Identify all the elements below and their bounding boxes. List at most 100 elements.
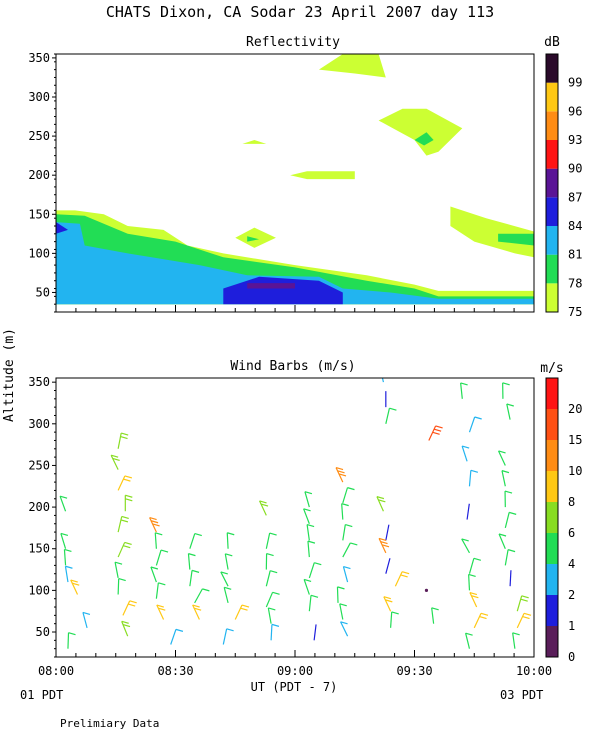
wind-barb <box>335 467 347 483</box>
footer-note: Prelimiary Data <box>60 717 159 730</box>
x-axis-label: UT (PDT - 7) <box>251 680 338 694</box>
wind-x-axis: 08:00 08:30 09:00 09:30 10:00 <box>38 650 552 678</box>
wind-plot-frame <box>55 377 535 658</box>
wind-colorbar-swatch <box>546 378 558 409</box>
wind-barb <box>308 562 322 579</box>
wind-barb <box>428 425 443 441</box>
wind-x-tick-label: 08:30 <box>157 664 193 678</box>
reflectivity-title: Reflectivity <box>246 35 340 50</box>
wind-colorbar-label: 2 <box>568 588 575 602</box>
wind-barb <box>187 553 196 570</box>
wind-barb <box>122 600 137 616</box>
wind-barb <box>189 532 202 549</box>
reflectivity-colorbar-label: 75 <box>568 305 582 319</box>
wind-barb <box>117 541 132 558</box>
reflectivity-colorbar-swatch <box>546 168 558 198</box>
reflectivity-region-3 <box>56 222 68 234</box>
wind-barb <box>114 561 123 578</box>
wind-barb <box>149 516 160 533</box>
wind-barb <box>303 578 312 595</box>
wind-barb <box>465 632 473 649</box>
reflectivity-region-13 <box>498 233 534 246</box>
wind-x-tick-label: 09:30 <box>396 664 432 678</box>
wind-x-tick-label: 08:00 <box>38 664 74 678</box>
wind-barb <box>192 604 202 620</box>
wind-barb <box>154 532 163 549</box>
reflectivity-region-14 <box>247 236 260 242</box>
wind-barb <box>150 566 159 583</box>
wind-barb <box>339 603 347 620</box>
reflectivity-colorbar-swatch <box>546 140 558 169</box>
reflectivity-region-8 <box>290 171 355 180</box>
wind-barb <box>64 565 73 583</box>
wind-barb <box>509 570 512 587</box>
reflectivity-y-tick-label: 100 <box>28 246 50 260</box>
wind-barb <box>468 573 476 591</box>
wind-colorbar-label: 10 <box>568 464 582 478</box>
wind-barb <box>390 611 399 628</box>
reflectivity-region-7 <box>242 140 267 144</box>
wind-barb <box>155 549 169 566</box>
wind-y-tick-label: 250 <box>28 458 50 472</box>
wind-barb <box>466 503 470 520</box>
left-date-label: 01 PDT <box>20 688 63 702</box>
reflectivity-colorbar-label: 93 <box>568 133 582 147</box>
reflectivity-contours <box>56 54 534 305</box>
wind-barb <box>265 570 278 587</box>
wind-barb <box>223 586 232 604</box>
wind-barb <box>468 416 482 433</box>
wind-colorbar-label: 8 <box>568 495 575 509</box>
reflectivity-y-tick-label: 200 <box>28 168 50 182</box>
wind-barb <box>117 475 133 491</box>
wind-barb <box>468 469 479 487</box>
wind-barb <box>224 553 233 570</box>
figure-title: CHATS Dixon, CA Sodar 23 April 2007 day … <box>106 3 494 21</box>
wind-barb <box>307 540 316 558</box>
wind-colorbar-swatch <box>546 564 558 595</box>
wind-barb <box>60 532 69 549</box>
reflectivity-colorbar-label: 81 <box>568 248 582 262</box>
reflectivity-colorbar-frame <box>545 53 559 313</box>
wind-barb <box>512 632 520 649</box>
wind-colorbar-swatch <box>546 440 558 471</box>
reflectivity-y-tick-label: 150 <box>28 207 50 221</box>
wind-barb <box>424 588 429 592</box>
wind-barb <box>504 490 513 508</box>
wind-barb <box>506 403 514 420</box>
wind-y-tick-label: 200 <box>28 500 50 514</box>
wind-barb <box>265 552 274 570</box>
wind-barb <box>394 571 410 587</box>
wind-colorbar-swatch <box>546 502 558 533</box>
reflectivity-colorbar-label: 99 <box>568 76 582 90</box>
wind-barb <box>303 508 311 524</box>
wind-barb <box>313 624 317 641</box>
wind-barb <box>265 532 277 549</box>
wind-barb <box>385 558 391 574</box>
wind-barb <box>342 524 353 541</box>
reflectivity-x-ticks <box>55 305 535 312</box>
wind-barb <box>304 491 313 508</box>
wind-colorbar-label: 15 <box>568 433 582 447</box>
wind-y-tick-label: 100 <box>28 583 50 597</box>
wind-barb <box>516 595 529 612</box>
reflectivity-colorbar-swatch <box>546 54 558 83</box>
wind-barb <box>308 594 319 612</box>
reflectivity-colorbar-swatch <box>546 82 558 112</box>
wind-barb <box>378 537 390 554</box>
wind-barb <box>376 496 386 512</box>
right-date-label: 03 PDT <box>500 688 543 702</box>
wind-barb <box>117 577 126 595</box>
wind-barb <box>341 503 349 520</box>
reflectivity-colorbar-label: 78 <box>568 276 582 290</box>
reflectivity-region-2 <box>56 222 534 305</box>
wind-x-tick-label: 09:00 <box>277 664 313 678</box>
wind-barb <box>461 445 470 462</box>
wind-y-tick-label: 350 <box>28 375 50 389</box>
wind-barb <box>194 588 210 604</box>
wind-barb <box>336 586 345 603</box>
wind-barb <box>156 604 166 620</box>
wind-barb <box>117 432 129 449</box>
wind-barb <box>270 623 280 641</box>
